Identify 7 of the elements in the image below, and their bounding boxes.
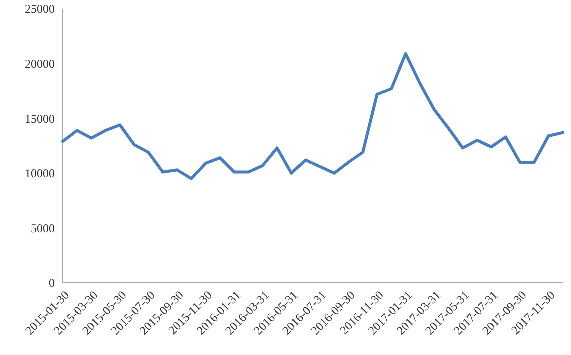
y-tick-label: 10000 (25, 166, 55, 181)
y-tick-label: 5000 (31, 221, 55, 236)
line-series (62, 52, 564, 180)
y-tick-label: 15000 (25, 112, 55, 126)
y-tick-label: 0 (49, 276, 55, 290)
y-tick-label: 20000 (25, 57, 55, 71)
y-tick-label: 25000 (25, 2, 55, 16)
